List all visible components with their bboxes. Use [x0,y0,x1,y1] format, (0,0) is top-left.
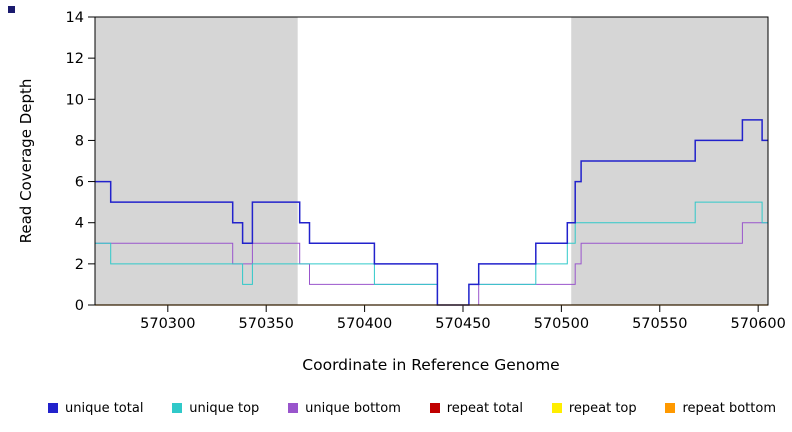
repeat-region-left-shading [95,17,298,305]
x-axis-title: Coordinate in Reference Genome [302,356,560,374]
y-tick-label: 14 [66,10,84,26]
legend-label: unique total [65,400,144,416]
legend-swatch-icon [48,403,58,413]
legend-swatch-icon [665,403,676,413]
legend-label: repeat total [446,400,523,416]
coverage-step-chart: 570300 570350 570400 570450 570500 570550 5706… [66,10,786,332]
x-tick-label: 570350 [239,316,294,332]
legend: unique total unique top unique bottom repea… [48,397,776,419]
legend-label: repeat top [568,400,637,416]
legend-label: unique bottom [305,400,401,416]
plot-border [94,16,769,306]
y-tick-label: 8 [75,133,84,149]
legend-item-repeat-top: repeat top [551,400,637,416]
corner-mark [8,6,15,13]
y-tick-label: 12 [66,51,84,67]
legend-item-repeat-bottom: repeat bottom [665,401,776,416]
series-unique-total [95,119,768,306]
y-tick-label: 10 [66,92,84,108]
y-axis-title: Read Coverage Depth [17,78,35,244]
y-tick-label: 6 [75,175,84,191]
legend-item-repeat-total: repeat total [429,400,523,416]
x-tick-label: 570400 [337,316,392,332]
legend-swatch-icon [551,403,562,413]
y-tick-label: 0 [75,298,84,314]
y-tick-label: 4 [75,216,84,232]
legend-swatch-icon [288,403,299,413]
legend-swatch-icon [172,403,183,413]
legend-item-unique-bottom: unique bottom [288,401,401,416]
legend-swatch-icon [429,403,440,413]
y-tick-label: 2 [75,257,84,273]
x-tick-label: 570500 [534,316,589,332]
x-tick-label: 570550 [632,316,687,332]
legend-item-unique-total: unique total [48,401,143,416]
legend-label: unique top [189,400,260,416]
legend-item-unique-top: unique top [172,401,259,416]
x-tick-label: 570300 [140,316,195,332]
x-tick-label: 570600 [730,316,785,332]
x-tick-label: 570450 [435,316,490,332]
legend-label: repeat bottom [682,400,776,416]
